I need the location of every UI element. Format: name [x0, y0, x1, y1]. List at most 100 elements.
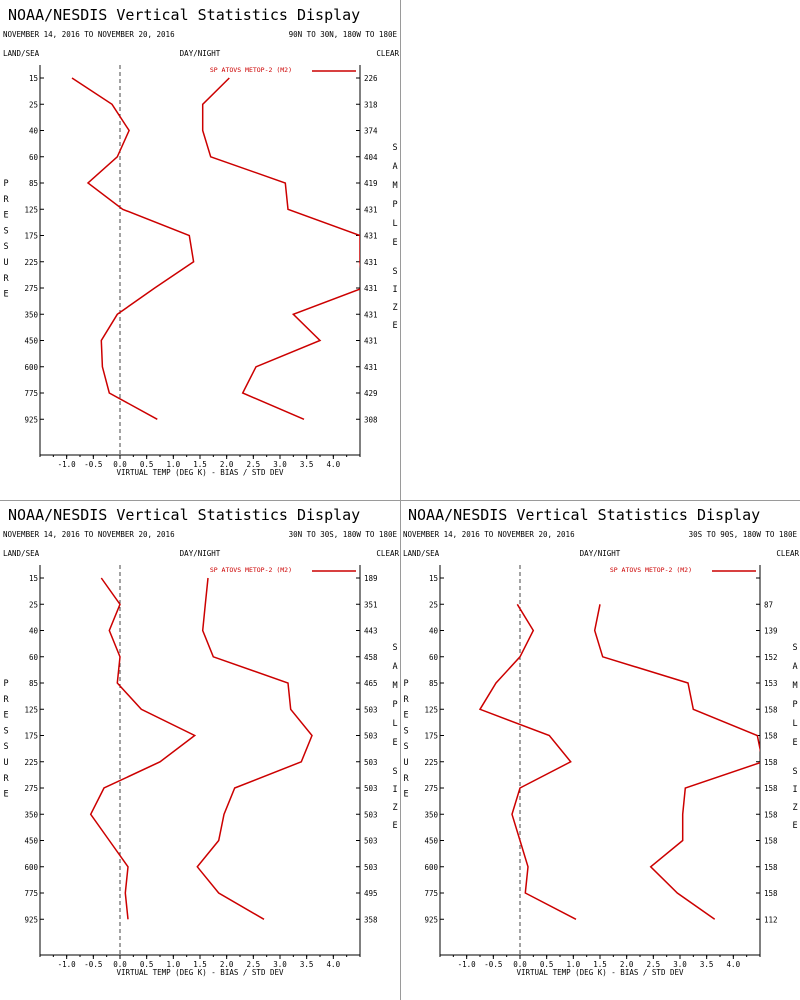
pressure-level-label: 25 [29, 100, 38, 109]
sample-size-label: 226 [364, 74, 378, 83]
stddev-series-line [201, 77, 360, 420]
pressure-level-label: 775 [24, 389, 38, 398]
sample-size-label: 158 [764, 732, 778, 741]
chart-svg: NOAA/NESDIS Vertical Statistics Display N… [403, 506, 799, 977]
sample-size-label: 158 [764, 889, 778, 898]
x-tick-label: -0.5 [84, 460, 102, 469]
x-tick-label: 3.5 [300, 960, 314, 969]
x-tick-label: 1.5 [193, 960, 207, 969]
pressure-axis-letter: S [403, 742, 408, 752]
x-axis-title: VIRTUAL TEMP (DEG K) - BIAS / STD DEV [116, 968, 284, 977]
pressure-axis-letter: S [3, 726, 8, 736]
stddev-series-line [196, 577, 313, 920]
x-tick-label: 2.5 [647, 960, 661, 969]
region-label: 90N TO 30N, 180W TO 180E [289, 30, 398, 39]
pressure-level-label: 225 [424, 758, 438, 767]
size-axis-letter: E [792, 821, 797, 831]
x-tick-label: 3.5 [700, 960, 714, 969]
sample-size-label: 431 [364, 337, 378, 346]
x-tick-label: -0.5 [484, 960, 502, 969]
date-range: NOVEMBER 14, 2016 TO NOVEMBER 20, 2016 [403, 530, 575, 539]
x-tick-label: 3.0 [673, 960, 687, 969]
sample-axis-letter: M [392, 181, 397, 191]
sample-axis-letter: P [792, 700, 797, 710]
size-axis-letter: S [392, 267, 397, 277]
pressure-level-label: 125 [24, 705, 38, 714]
sample-axis-letter: A [392, 162, 397, 172]
region-label: 30S TO 90S, 180W TO 180E [689, 530, 798, 539]
pressure-level-label: 350 [24, 810, 38, 819]
day-night-label: DAY/NIGHT [580, 549, 621, 558]
x-tick-label: -1.0 [458, 960, 477, 969]
sample-axis-letter: L [792, 719, 797, 729]
x-tick-label: 1.0 [167, 460, 181, 469]
pressure-axis-letter: S [403, 726, 408, 736]
pressure-level-label: 225 [24, 258, 38, 267]
pressure-axis-letter: P [3, 679, 8, 689]
x-tick-label: 0.5 [140, 960, 154, 969]
sample-size-label: 351 [364, 600, 378, 609]
sample-axis-letter: S [792, 643, 797, 653]
pressure-axis-letter: U [3, 258, 8, 268]
pressure-level-label: 275 [424, 784, 438, 793]
chart-title: NOAA/NESDIS Vertical Statistics Display [8, 506, 360, 524]
sample-size-label: 503 [364, 705, 378, 714]
pressure-level-label: 125 [424, 705, 438, 714]
x-tick-label: 2.5 [247, 460, 261, 469]
pressure-level-label: 925 [24, 415, 38, 424]
pressure-level-label: 15 [429, 574, 438, 583]
chart-panel-30s-90s: NOAA/NESDIS Vertical Statistics Display N… [400, 500, 800, 1000]
pressure-axis-letter: S [3, 226, 8, 236]
x-tick-label: 3.0 [273, 960, 287, 969]
sample-size-label: 443 [364, 627, 378, 636]
sample-axis-letter: A [392, 662, 397, 672]
x-tick-label: 1.0 [167, 960, 181, 969]
pressure-axis-letter: E [3, 290, 8, 300]
sample-size-label: 158 [764, 758, 778, 767]
size-axis-letter: Z [792, 803, 797, 813]
size-axis-letter: I [392, 785, 397, 795]
size-axis-letter: S [792, 767, 797, 777]
pressure-axis-letter: S [3, 242, 8, 252]
pressure-axis-letter: R [3, 195, 9, 205]
pressure-level-label: 85 [29, 179, 38, 188]
legend-label: SP ATOVS METOP-2 (M2) [610, 566, 692, 574]
pressure-level-label: 775 [424, 889, 438, 898]
size-axis-letter: E [392, 821, 397, 831]
pressure-level-label: 925 [24, 915, 38, 924]
pressure-axis-letter: R [3, 774, 9, 784]
region-label: 30N TO 30S, 180W TO 180E [289, 530, 398, 539]
sample-size-label: 431 [364, 310, 378, 319]
pressure-level-label: 450 [424, 837, 438, 846]
pressure-level-label: 40 [429, 627, 439, 636]
date-range: NOVEMBER 14, 2016 TO NOVEMBER 20, 2016 [3, 30, 175, 39]
size-axis-letter: Z [392, 303, 397, 313]
pressure-level-label: 350 [424, 810, 438, 819]
pressure-level-label: 600 [24, 363, 38, 372]
pressure-axis-letter: R [403, 774, 409, 784]
sample-size-label: 503 [364, 732, 378, 741]
chart-svg: NOAA/NESDIS Vertical Statistics Display N… [3, 506, 399, 977]
sample-axis-letter: A [792, 662, 797, 672]
pressure-axis-letter: R [3, 695, 9, 705]
sample-size-label: 495 [364, 889, 378, 898]
pressure-axis-letter: S [3, 742, 8, 752]
chart-svg: NOAA/NESDIS Vertical Statistics Display N… [3, 6, 399, 477]
sample-axis-letter: P [392, 200, 397, 210]
sample-size-label: 374 [364, 127, 378, 136]
pressure-axis-letter: P [403, 679, 408, 689]
x-tick-label: -1.0 [58, 960, 77, 969]
pressure-axis-letter: E [403, 711, 408, 721]
pressure-axis-letter: R [403, 695, 409, 705]
pressure-axis-letter: R [3, 274, 9, 284]
sample-size-label: 429 [364, 389, 378, 398]
pressure-level-label: 60 [429, 653, 439, 662]
x-tick-label: 0.5 [140, 460, 154, 469]
pressure-level-label: 450 [24, 837, 38, 846]
sample-size-label: 158 [764, 705, 778, 714]
bias-series-line [478, 603, 577, 920]
sample-size-label: 87 [764, 600, 773, 609]
sample-size-label: 189 [364, 574, 378, 583]
sample-size-label: 431 [364, 363, 378, 372]
pressure-level-label: 15 [29, 74, 38, 83]
